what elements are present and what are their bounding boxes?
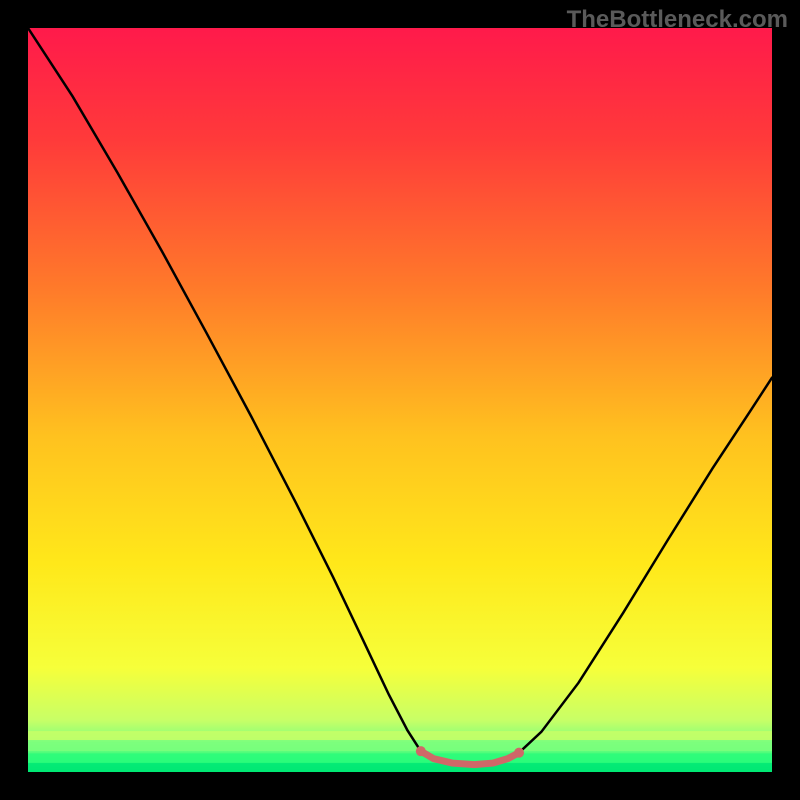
- chart-svg: [28, 28, 772, 772]
- chart-container: TheBottleneck.com: [0, 0, 800, 800]
- green-band: [28, 753, 772, 762]
- flat-segment-endpoint: [416, 746, 426, 756]
- green-band: [28, 763, 772, 772]
- green-band: [28, 742, 772, 751]
- watermark-text: TheBottleneck.com: [567, 6, 788, 34]
- flat-segment-endpoint: [514, 748, 524, 758]
- green-band: [28, 731, 772, 740]
- plot-area: [28, 28, 772, 772]
- gradient-background: [28, 28, 772, 772]
